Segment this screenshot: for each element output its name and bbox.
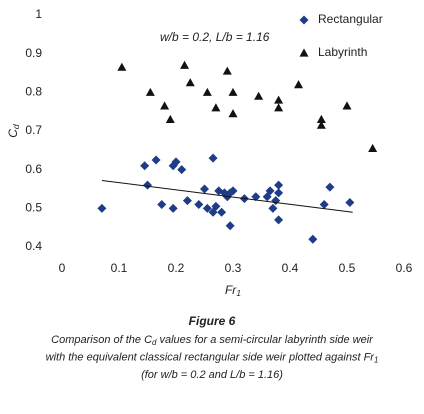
x-tick-label: 0.6 xyxy=(396,261,413,275)
data-point xyxy=(217,207,227,217)
x-tick-label: 0.5 xyxy=(339,261,356,275)
y-tick-label: 1 xyxy=(35,7,42,21)
data-point xyxy=(294,80,304,89)
data-point xyxy=(274,180,284,190)
data-point xyxy=(316,120,326,129)
legend-label: Rectangular xyxy=(318,12,383,26)
data-point xyxy=(202,87,212,96)
data-point xyxy=(254,91,264,100)
data-point xyxy=(97,203,107,213)
data-point xyxy=(368,143,378,152)
data-point xyxy=(228,87,238,96)
data-point xyxy=(271,196,281,206)
data-point xyxy=(342,101,352,110)
y-tick-label: 0.8 xyxy=(25,85,42,99)
data-point xyxy=(208,153,218,163)
data-point xyxy=(168,203,178,213)
text-run: C xyxy=(6,129,20,138)
legend-label: Labyrinth xyxy=(318,45,367,59)
data-point xyxy=(211,103,221,112)
y-tick-label: 0.4 xyxy=(25,239,42,253)
data-point xyxy=(140,161,150,171)
subscript: d xyxy=(11,123,21,129)
data-point xyxy=(325,182,335,192)
chart-subtitle: w/b = 0.2, L/b = 1.16 xyxy=(160,30,270,44)
data-point xyxy=(274,215,284,225)
data-point xyxy=(222,66,232,75)
y-axis-label: Cd xyxy=(6,123,21,138)
data-point xyxy=(177,165,187,175)
data-point xyxy=(274,188,284,198)
caption-line: with the equivalent classical rectangula… xyxy=(46,351,379,364)
x-tick-label: 0.4 xyxy=(282,261,299,275)
data-point xyxy=(228,186,238,196)
data-point xyxy=(319,199,329,209)
data-point xyxy=(345,198,355,208)
data-point xyxy=(211,201,221,211)
x-tick-label: 0.2 xyxy=(168,261,185,275)
data-point xyxy=(171,157,181,167)
y-tick-label: 0.7 xyxy=(25,123,42,137)
data-point xyxy=(160,101,170,110)
data-point xyxy=(194,199,204,209)
text-run: with the equivalent classical rectangula… xyxy=(46,351,376,363)
subscript: d xyxy=(152,338,157,347)
x-tick-label: 0.3 xyxy=(225,261,242,275)
legend-marker xyxy=(299,15,309,25)
data-point xyxy=(308,234,318,244)
data-point xyxy=(157,199,167,209)
data-point xyxy=(202,203,212,213)
data-point xyxy=(182,196,192,206)
data-point xyxy=(274,95,284,104)
trendline xyxy=(101,179,353,213)
caption-line: (for w/b = 0.2 and L/b = 1.16) xyxy=(141,369,283,381)
y-tick-label: 0.9 xyxy=(25,46,42,60)
text-run: Comparison of the C xyxy=(51,334,152,346)
data-point xyxy=(151,155,161,165)
legend-marker xyxy=(299,48,309,57)
data-point xyxy=(185,78,195,87)
x-axis-label: Fr1 xyxy=(225,283,241,298)
text-run: (for w/b = 0.2 and L/b = 1.16) xyxy=(141,369,283,381)
caption-line: Comparison of the Cd values for a semi-c… xyxy=(51,334,374,347)
data-point xyxy=(265,186,275,196)
data-point xyxy=(180,60,190,69)
text-run: values for a semi-circular labyrinth sid… xyxy=(156,334,374,346)
x-tick-label: 0 xyxy=(59,261,66,275)
y-tick-label: 0.6 xyxy=(25,162,42,176)
y-tick-label: 0.5 xyxy=(25,201,42,215)
data-point xyxy=(274,103,284,112)
data-point xyxy=(228,109,238,118)
data-point xyxy=(225,221,235,231)
data-point xyxy=(251,192,261,202)
figure-label: Figure 6 xyxy=(189,314,236,328)
data-point xyxy=(165,114,175,123)
data-point xyxy=(200,184,209,194)
data-point xyxy=(143,180,152,190)
data-point xyxy=(117,62,127,71)
x-tick-label: 0.1 xyxy=(111,261,128,275)
subscript: 1 xyxy=(374,356,378,365)
data-point xyxy=(316,114,326,123)
data-point xyxy=(145,87,155,96)
subscript: 1 xyxy=(236,288,241,298)
text-run: Fr xyxy=(225,283,237,297)
data-point xyxy=(268,203,278,213)
